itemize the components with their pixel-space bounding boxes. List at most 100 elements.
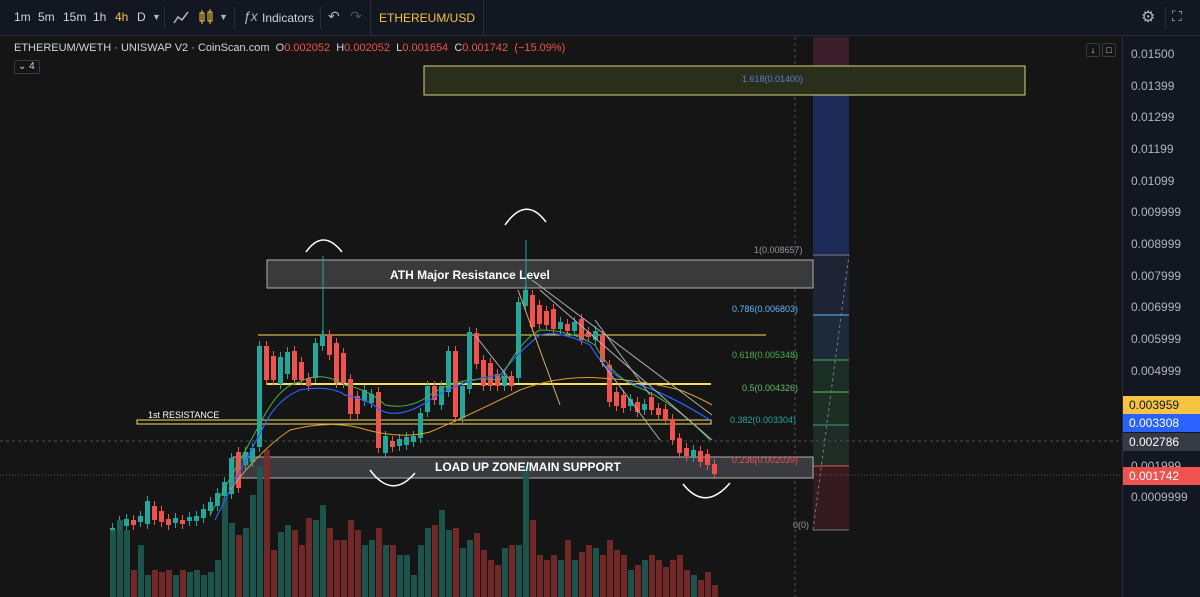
redo-icon[interactable]: ↷ — [350, 8, 362, 24]
volume-bar — [334, 540, 340, 597]
fib-label-0786: 0.786(0.006803) — [732, 304, 799, 314]
volume-bar — [404, 555, 410, 597]
fib-label-0382: 0.382(0.003304) — [730, 415, 797, 425]
volume-bar — [152, 570, 158, 597]
candle — [460, 386, 465, 418]
indicator-collapse-button[interactable]: ⌄ 4 — [14, 60, 40, 74]
trend-line — [531, 279, 713, 416]
volume-bar — [621, 555, 627, 597]
candle — [152, 506, 157, 520]
volume-bar — [159, 572, 165, 597]
volume-bar — [292, 530, 298, 597]
timeframe-4h[interactable]: 4h — [115, 10, 129, 24]
candle — [418, 413, 423, 438]
volume-bar — [712, 585, 718, 597]
candle — [670, 419, 675, 440]
volume-bar — [642, 560, 648, 597]
pane-down-icon[interactable]: ↓ — [1086, 43, 1100, 57]
timeframe-1h[interactable]: 1h — [93, 10, 107, 24]
volume-bar — [222, 497, 228, 597]
toolbar-divider — [320, 7, 321, 29]
volume-bar — [656, 560, 662, 597]
candle — [292, 351, 297, 380]
volume-bar — [320, 505, 326, 597]
chevron-down-icon[interactable]: ▼ — [219, 12, 228, 22]
candle — [271, 356, 276, 380]
fib-label-1: 1(0.008657) — [754, 245, 803, 255]
candle — [411, 436, 416, 442]
candles-icon[interactable] — [197, 8, 215, 29]
fullscreen-icon[interactable]: ⛶ — [1172, 8, 1182, 24]
candle — [131, 520, 136, 525]
price-label: 0.006999 — [1131, 300, 1182, 314]
timeframe-5m[interactable]: 5m — [38, 10, 55, 24]
ma-blue-line — [214, 333, 711, 521]
candle — [404, 437, 409, 445]
first-resistance-band — [136, 419, 712, 425]
candle — [432, 386, 437, 400]
volume-bar — [369, 540, 375, 597]
candle — [516, 302, 521, 378]
top-toolbar: 1m 5m 15m 1h 4h D ▼ ▼ ƒx Indicators ↶ ↷ … — [0, 0, 1200, 36]
trend-line — [599, 359, 661, 441]
candle — [201, 509, 206, 518]
volume-bar — [201, 575, 207, 597]
toolbar-divider — [164, 7, 165, 29]
undo-icon[interactable]: ↶ — [328, 8, 340, 24]
pane-maximize-icon[interactable]: □ — [1102, 43, 1116, 57]
volume-bar — [551, 555, 557, 597]
price-tag-last: 0.001742 — [1123, 467, 1200, 485]
volume-bar — [117, 520, 123, 597]
price-label: 0.01199 — [1131, 142, 1174, 156]
volume-bar — [138, 545, 144, 597]
ma-green-line — [209, 329, 711, 516]
candle — [642, 404, 647, 410]
legend-change: (−15.09%) — [514, 42, 566, 54]
volume-bar — [607, 540, 613, 597]
timeframe-1m[interactable]: 1m — [14, 10, 31, 24]
volume-bar — [418, 545, 424, 597]
timeframe-15m[interactable]: 15m — [63, 10, 87, 24]
fib-zone-0236 — [813, 466, 849, 530]
fib-diagonal — [812, 254, 850, 531]
volume-bar — [446, 530, 452, 597]
candle — [691, 450, 696, 457]
timeframe-d[interactable]: D — [137, 10, 146, 24]
legend-title: ETHEREUM/WETH · UNISWAP V2 · CoinScan.co… — [14, 42, 270, 54]
volume-bar — [131, 570, 137, 597]
load-zone-label: LOAD UP ZONE/MAIN SUPPORT — [435, 460, 621, 474]
candle — [684, 448, 689, 456]
volume-bar — [411, 575, 417, 597]
candle — [250, 448, 255, 462]
volume-bar — [306, 518, 312, 597]
symbol-tab[interactable]: ETHEREUM/USD — [370, 0, 485, 36]
volume-bar — [530, 520, 536, 597]
price-tag-blue: 0.003308 — [1123, 414, 1200, 432]
volume-bar — [474, 533, 480, 597]
volume-bar — [180, 570, 186, 597]
toolbar-divider — [1165, 7, 1166, 29]
chevron-down-icon[interactable]: ▼ — [152, 12, 161, 22]
candle — [138, 516, 143, 522]
fib-label-0618: 0.618(0.005348) — [732, 350, 799, 360]
candle — [509, 376, 514, 386]
volume-bar — [467, 540, 473, 597]
gear-icon[interactable]: ⚙ — [1141, 9, 1156, 26]
bar-style-icon[interactable] — [172, 8, 190, 29]
chart-canvas[interactable] — [0, 34, 1122, 597]
volume-bar — [327, 528, 333, 597]
fx-icon[interactable]: ƒx — [243, 8, 258, 24]
candle — [215, 493, 220, 506]
price-axis[interactable]: 0.01500 0.01399 0.01299 0.01199 0.01099 … — [1122, 37, 1200, 597]
price-tag-crosshair: 0.002786 — [1123, 433, 1200, 451]
volume-bar — [600, 555, 606, 597]
indicators-button[interactable]: Indicators — [262, 11, 315, 25]
volume-bar — [481, 550, 487, 597]
candle — [579, 319, 584, 340]
candle — [369, 394, 374, 403]
volume-bar — [488, 560, 494, 597]
candle — [243, 452, 248, 465]
candle — [320, 335, 325, 346]
candle — [677, 438, 682, 453]
candle — [572, 322, 577, 331]
